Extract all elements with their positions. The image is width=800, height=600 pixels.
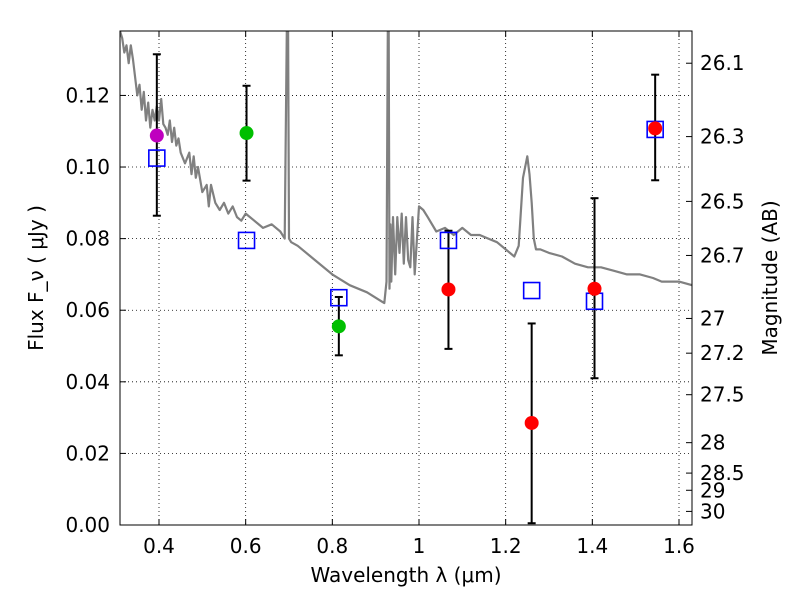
observed-point — [587, 281, 602, 296]
y-tick-labels: 0.00 0.02 0.04 0.06 0.08 0.10 0.12 — [65, 83, 110, 537]
model-square-marker — [148, 149, 166, 167]
model-square-marker — [439, 231, 458, 250]
observed-point — [149, 128, 164, 143]
y-tick-label: 0.06 — [65, 298, 110, 322]
y2-tick-label: 26.7 — [700, 243, 745, 267]
y-tick-label: 0.10 — [65, 155, 110, 179]
tick-marks — [120, 31, 692, 526]
y-tick-label: 0.02 — [65, 441, 110, 465]
y2-tick-label: 26.5 — [700, 189, 745, 213]
y-tick-label: 0.04 — [65, 370, 110, 394]
observed-point — [331, 319, 346, 334]
x-tick-label: 0.4 — [143, 534, 175, 558]
x-axis-label: Wavelength λ (μm) — [310, 563, 501, 587]
model-square-marker — [522, 281, 541, 300]
y2-tick-label: 27 — [700, 306, 725, 330]
y2-tick-label: 30 — [700, 499, 725, 523]
x-tick-label: 0.6 — [230, 534, 262, 558]
observed-point — [648, 121, 663, 136]
y2-tick-label: 26.1 — [700, 51, 745, 75]
x-tick-label: 1.2 — [490, 534, 522, 558]
y2-axis-label: Magnitude (AB) — [758, 200, 782, 355]
y2-tick-label: 27.2 — [700, 341, 745, 365]
model-square-marker — [330, 288, 348, 307]
y2-tick-label: 26.3 — [700, 125, 745, 149]
y-tick-label: 0.08 — [65, 227, 110, 251]
y2-tick-label: 28.5 — [700, 461, 745, 485]
y-axis-label: Flux F_ν ( μJy ) — [24, 205, 48, 351]
spectrum-layer — [120, 31, 692, 305]
plot-frame — [119, 30, 693, 526]
points-layer — [148, 53, 664, 525]
x-tick-label: 0.8 — [316, 534, 348, 558]
y2-tick-label: 28 — [700, 431, 725, 455]
y-tick-label: 0.12 — [65, 83, 110, 107]
spectrum-line — [120, 31, 692, 305]
observed-point — [441, 282, 456, 297]
y-tick-label: 0.00 — [65, 513, 110, 537]
x-tick-labels: 0.4 0.6 0.8 1 1.2 1.4 1.6 — [143, 534, 695, 558]
observed-point — [524, 415, 539, 430]
x-tick-label: 1.6 — [663, 534, 695, 558]
plot-area — [120, 31, 692, 525]
x-tick-label: 1.4 — [576, 534, 608, 558]
observed-point — [239, 126, 254, 141]
x-tick-label: 1 — [413, 534, 426, 558]
y2-tick-label: 29 — [700, 478, 725, 502]
model-square-marker — [237, 231, 256, 250]
y2-tick-label: 27.5 — [700, 383, 745, 407]
